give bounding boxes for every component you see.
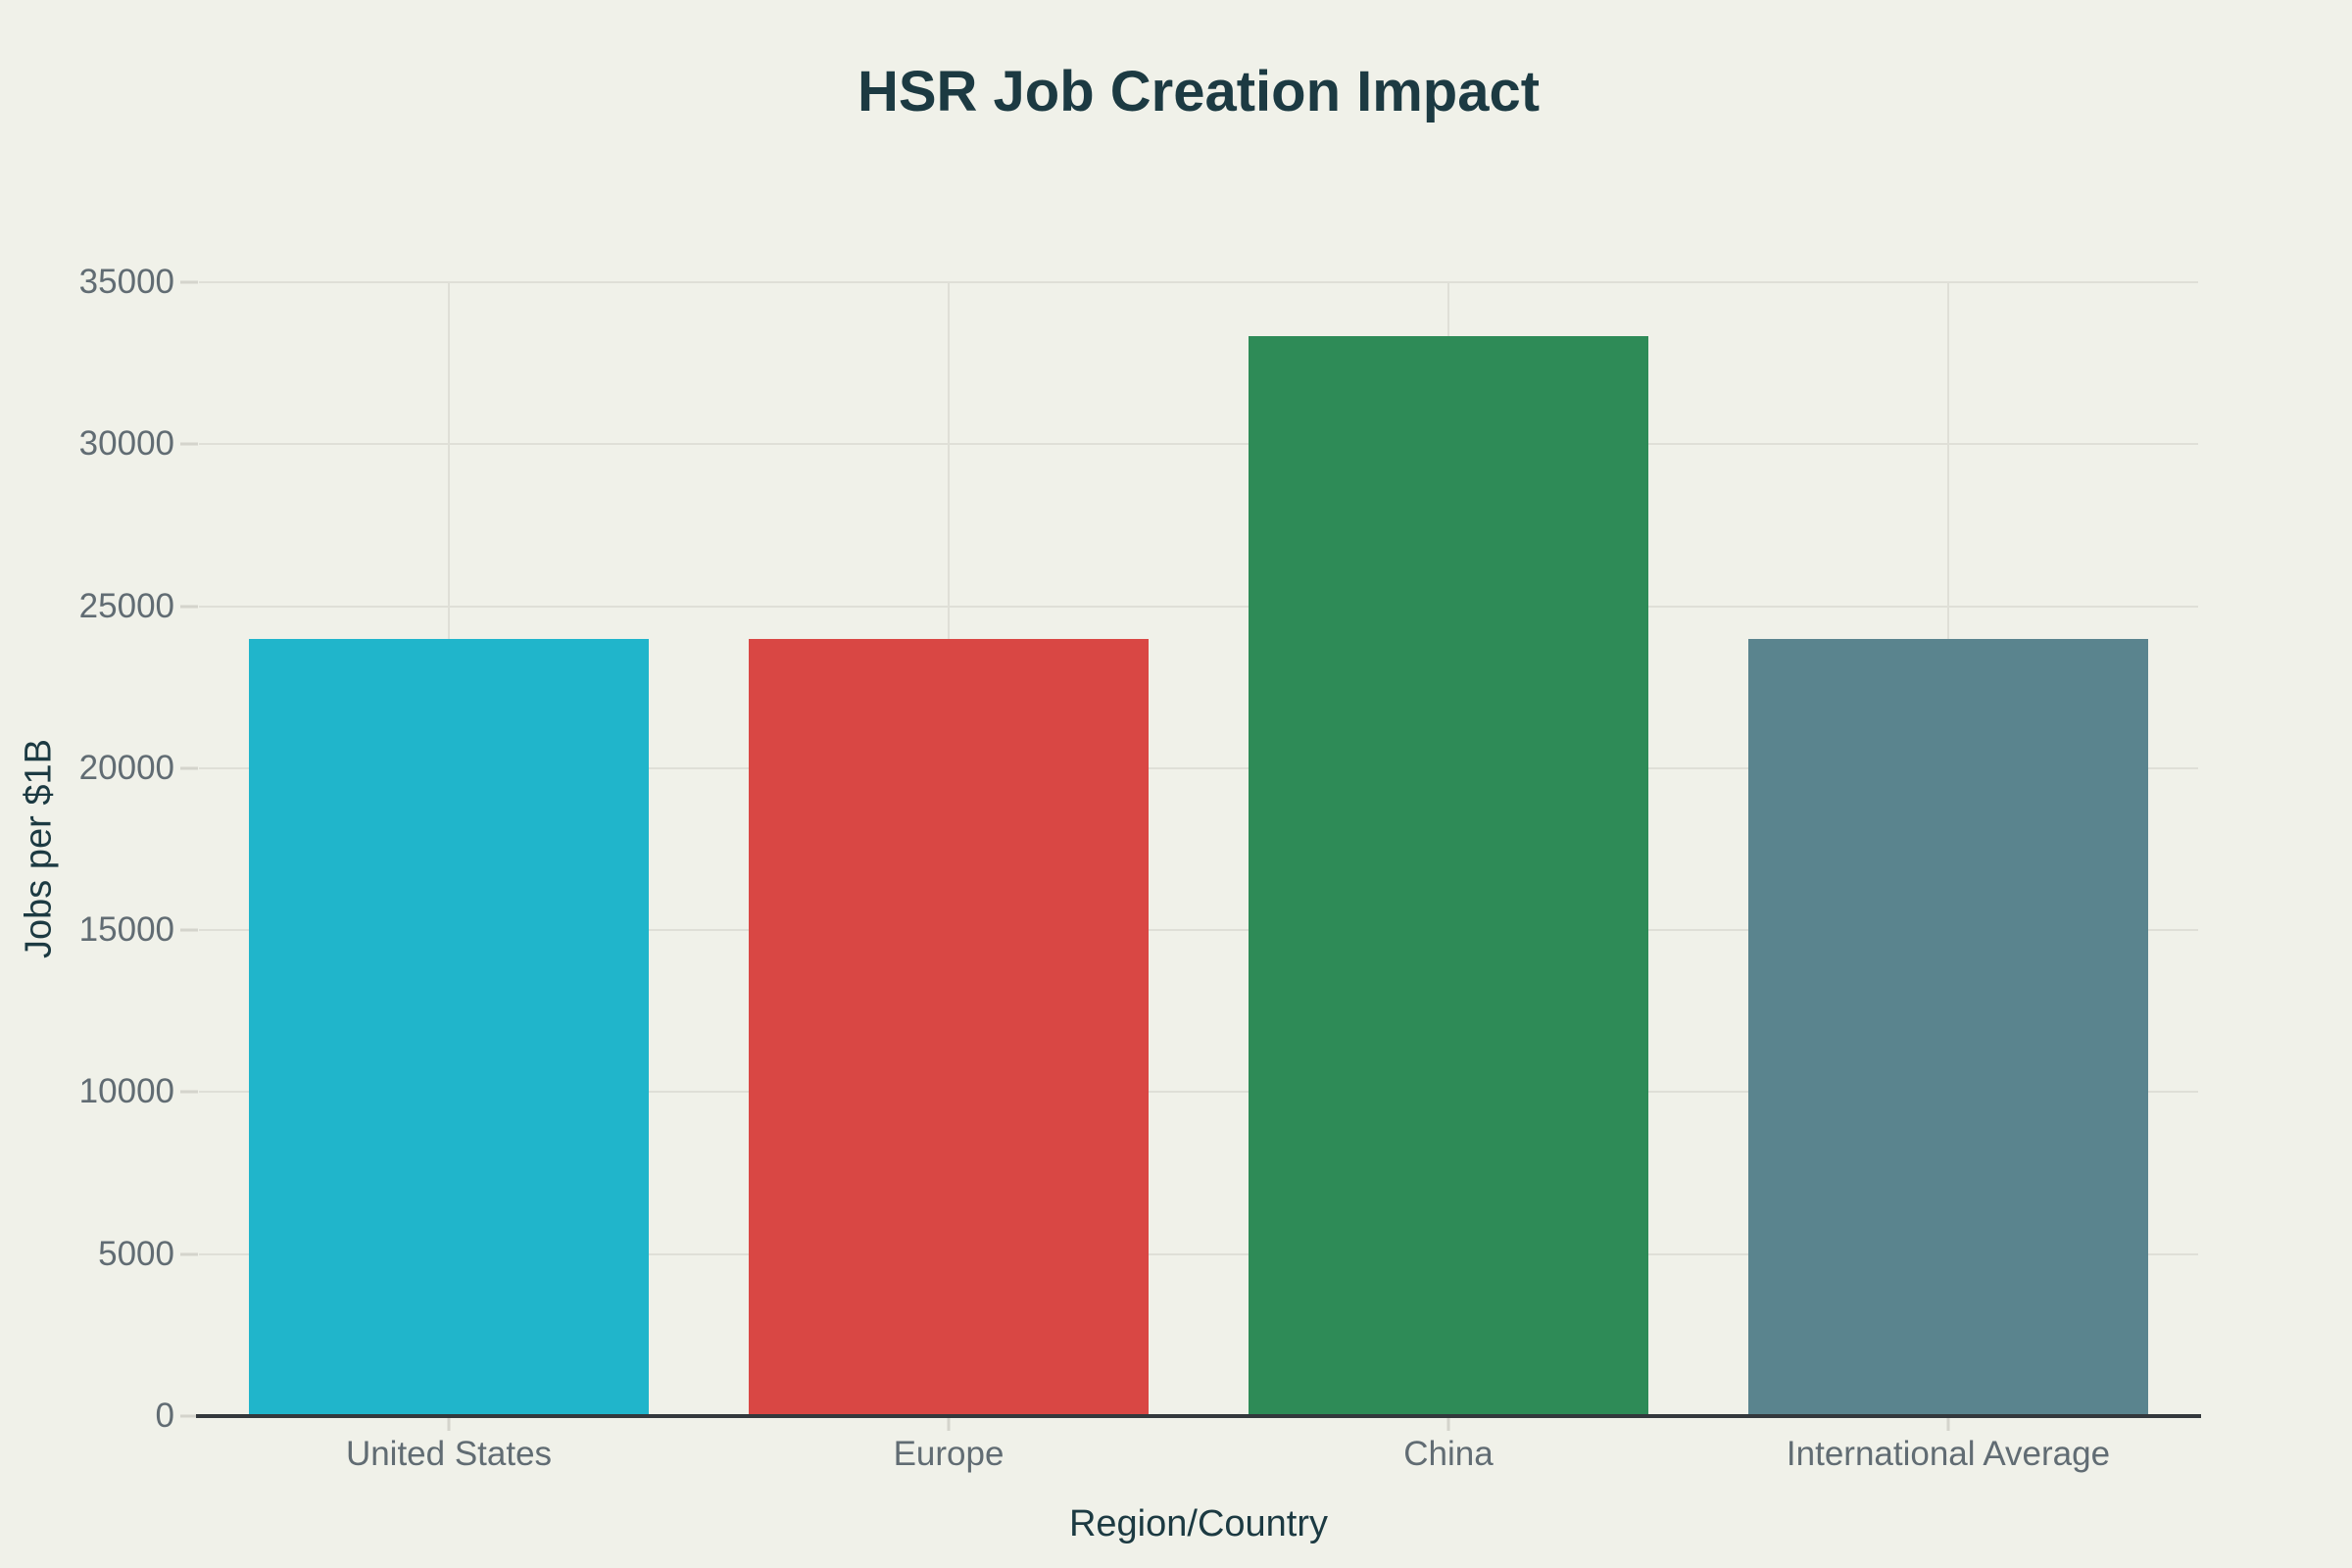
chart-title: HSR Job Creation Impact — [857, 60, 1541, 123]
y-tick-mark-0 — [180, 1414, 198, 1418]
y-gridline-30000 — [199, 443, 2198, 445]
y-tick-label-20000: 20000 — [78, 749, 174, 787]
y-tick-label-25000: 25000 — [78, 587, 174, 625]
x-tick-mark-international-average — [1946, 1418, 1950, 1431]
bar-united-states — [249, 639, 649, 1416]
y-tick-mark-35000 — [180, 280, 198, 284]
y-tick-label-10000: 10000 — [78, 1072, 174, 1110]
y-gridline-20000 — [199, 767, 2198, 769]
x-tick-mark-united-states — [447, 1418, 451, 1431]
y-gridline-10000 — [199, 1091, 2198, 1093]
y-tick-mark-10000 — [180, 1090, 198, 1094]
bar-international-average — [1748, 639, 2148, 1416]
x-tick-label-europe: Europe — [893, 1435, 1004, 1473]
y-tick-mark-25000 — [180, 605, 198, 609]
y-gridline-25000 — [199, 606, 2198, 608]
y-tick-label-5000: 5000 — [98, 1235, 174, 1273]
y-gridline-35000 — [199, 281, 2198, 283]
x-tick-label-international-average: International Average — [1786, 1435, 2111, 1473]
y-tick-mark-20000 — [180, 766, 198, 770]
x-tick-label-china: China — [1403, 1435, 1494, 1473]
bar-europe — [749, 639, 1149, 1416]
y-tick-label-35000: 35000 — [78, 263, 174, 301]
bar-china — [1249, 336, 1648, 1416]
y-tick-mark-15000 — [180, 928, 198, 932]
x-axis-line — [196, 1414, 2201, 1418]
x-tick-mark-china — [1446, 1418, 1450, 1431]
x-tick-mark-europe — [947, 1418, 951, 1431]
y-tick-label-15000: 15000 — [78, 910, 174, 949]
x-axis-title: Region/Country — [1068, 1503, 1329, 1544]
y-tick-mark-5000 — [180, 1252, 198, 1256]
y-gridline-5000 — [199, 1253, 2198, 1255]
y-tick-label-0: 0 — [155, 1396, 174, 1435]
y-tick-label-30000: 30000 — [78, 424, 174, 463]
x-tick-label-united-states: United States — [345, 1435, 553, 1473]
y-tick-mark-30000 — [180, 442, 198, 446]
y-gridline-15000 — [199, 929, 2198, 931]
